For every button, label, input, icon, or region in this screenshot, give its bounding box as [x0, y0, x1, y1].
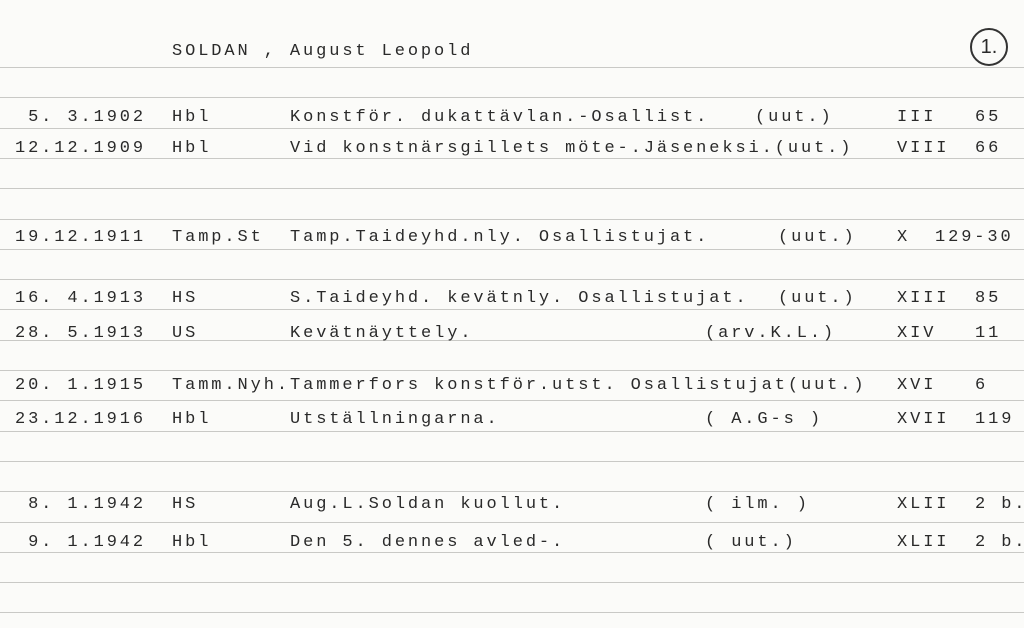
entry-date: 28. 5.1913	[14, 324, 146, 343]
card-number-circled: 1.	[970, 28, 1008, 66]
ruled-line	[0, 370, 1024, 371]
entry-description: Konstför. dukattävlan.-Osallist.	[290, 108, 710, 127]
entry-volume: III	[897, 108, 937, 127]
ruled-line	[0, 158, 1024, 159]
entry-source: Hbl	[172, 410, 212, 429]
entry-reference: (uut.)	[778, 289, 857, 308]
ruled-line	[0, 582, 1024, 583]
entry-date: 9. 1.1942	[28, 533, 146, 552]
ruled-line	[0, 128, 1024, 129]
entry-volume: XIV	[897, 324, 937, 343]
ruled-line	[0, 97, 1024, 98]
entry-date: 16. 4.1913	[14, 289, 146, 308]
ruled-line	[0, 309, 1024, 310]
entry-description: Tammerfors konstför.utst. Osallistujat(u…	[290, 376, 867, 395]
entry-date: 20. 1.1915	[14, 376, 146, 395]
entry-description: Tamp.Taideyhd.nly. Osallistujat.	[290, 228, 710, 247]
ruled-line	[0, 249, 1024, 250]
entry-page: 129-30	[935, 228, 1014, 247]
entry-description: Utställningarna.	[290, 410, 500, 429]
ruled-line	[0, 612, 1024, 613]
ruled-line	[0, 188, 1024, 189]
entry-reference: (arv.K.L.)	[705, 324, 837, 343]
ruled-line	[0, 552, 1024, 553]
ruled-line	[0, 461, 1024, 462]
ruled-line	[0, 219, 1024, 220]
entry-source: Hbl	[172, 139, 212, 158]
entry-reference: ( uut.)	[705, 533, 797, 552]
ruled-line	[0, 279, 1024, 280]
entry-date: 12.12.1909	[14, 139, 146, 158]
entry-source: HS	[172, 289, 199, 308]
entry-source: Hbl	[172, 108, 212, 127]
entry-source: HS	[172, 495, 199, 514]
entry-volume: XLII	[897, 533, 950, 552]
entry-page: 11	[975, 324, 1002, 343]
entry-reference: ( A.G-s )	[705, 410, 823, 429]
entry-date: 8. 1.1942	[28, 495, 146, 514]
entry-volume: XIII	[897, 289, 950, 308]
entry-source: Hbl	[172, 533, 212, 552]
entry-date: 19.12.1911	[14, 228, 146, 247]
ruled-line	[0, 522, 1024, 523]
entry-page: 119	[975, 410, 1015, 429]
ruled-line	[0, 400, 1024, 401]
entry-description: Vid konstnärsgillets möte-.Jäseneksi.(uu…	[290, 139, 854, 158]
entry-page: 65	[975, 108, 1002, 127]
entry-volume: VIII	[897, 139, 950, 158]
ruled-line	[0, 491, 1024, 492]
entry-source: Tamm.Nyh.	[172, 376, 290, 395]
entry-description: Aug.L.Soldan kuollut.	[290, 495, 566, 514]
entry-page: 66	[975, 139, 1002, 158]
entry-date: 5. 3.1902	[28, 108, 146, 127]
entry-volume: XLII	[897, 495, 950, 514]
ruled-line	[0, 431, 1024, 432]
entry-reference: (uut.)	[778, 228, 857, 247]
entry-page: 85	[975, 289, 1002, 308]
entry-reference: (uut.)	[755, 108, 834, 127]
entry-volume: XVI	[897, 376, 937, 395]
ruled-line	[0, 67, 1024, 68]
entry-source: Tamp.St	[172, 228, 264, 247]
entry-date: 23.12.1916	[14, 410, 146, 429]
entry-description: Kevätnäyttely.	[290, 324, 474, 343]
entry-description: Den 5. dennes avled-.	[290, 533, 566, 552]
entry-page: 2 b.	[975, 495, 1024, 514]
entry-description: S.Taideyhd. kevätnly. Osallistujat.	[290, 289, 749, 308]
ruled-line	[0, 340, 1024, 341]
entry-volume: X	[897, 228, 911, 247]
entry-source: US	[172, 324, 199, 343]
entry-page: 2 b.	[975, 533, 1024, 552]
entry-reference: ( ilm. )	[705, 495, 810, 514]
entry-volume: XVII	[897, 410, 950, 429]
entry-page: 6	[975, 376, 989, 395]
card-title-name: SOLDAN , August Leopold	[172, 42, 474, 61]
